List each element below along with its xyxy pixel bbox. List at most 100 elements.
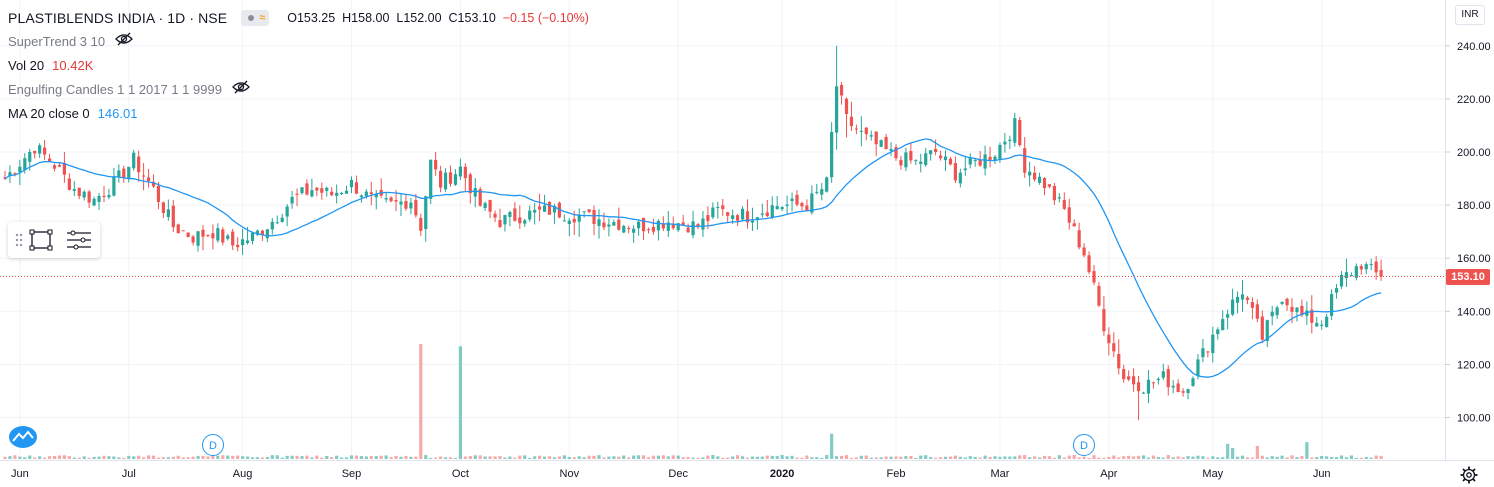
volume-bar [275,455,279,459]
volume-bar [201,456,205,459]
drag-handle-icon[interactable] [12,229,26,251]
last-price-tag: 153.10 [1446,269,1490,285]
time-tick-label: Jul [122,468,136,480]
volume-bar [300,456,304,459]
price-tick-label: 140.00 [1457,306,1491,318]
volume-bar [968,456,972,459]
candle-body [221,229,225,243]
candle-body [458,166,462,177]
candle-body [1052,185,1056,201]
volume-bar [805,455,809,459]
volume-bar [137,455,141,459]
volume-bar [1354,457,1358,459]
ma-row[interactable]: MA 20 close 0 146.01 [8,102,589,126]
volume-bar [1122,456,1126,459]
candle-body [582,211,586,213]
price-tick-label: 220.00 [1457,94,1491,106]
volume-bar [1052,457,1056,459]
candle-body [948,158,953,165]
volume-bar [493,456,497,459]
volume-bar [681,457,685,459]
candle-body [1107,334,1111,344]
volume-bar [161,457,165,459]
volume-bar [1191,456,1195,459]
candle-body [1295,307,1299,313]
volume-bar [176,455,180,459]
dividend-marker[interactable]: D [1073,434,1095,456]
open-value: O153.25 [287,11,336,25]
engulfing-row[interactable]: Engulfing Candles 1 1 2017 1 1 9999 [8,78,589,102]
candle-body [552,206,557,213]
volume-row[interactable]: Vol 20 10.42K [8,54,589,78]
candle-body [681,222,685,226]
volume-bar [874,457,878,459]
volume-bar [330,457,334,459]
settings-tool-button[interactable] [64,226,94,254]
candle-body [1374,261,1378,273]
volume-bar [285,455,289,459]
volume-bar [1359,457,1363,459]
candle-body [587,209,591,213]
volume-bar [424,455,428,459]
volume-bar [216,455,220,459]
candle-body [67,178,71,190]
currency-label[interactable]: INR [1455,5,1485,25]
candle-body [1122,369,1126,380]
time-tick-label: May [1202,468,1223,480]
candle-body [206,235,210,237]
eye-hidden-icon[interactable] [115,31,134,53]
volume-bar [938,457,943,459]
candle-body [617,219,621,230]
candle-body [8,172,12,177]
volume-bar [290,455,294,459]
volume-bar [82,456,86,459]
candle-body [1315,322,1319,327]
volume-bar [315,455,319,459]
volume-bar [864,455,868,459]
chart-legend: PLASTIBLENDS INDIA · 1D · NSE ≈ O153.25 … [8,6,589,126]
tradingview-logo-icon[interactable] [8,425,38,449]
volume-bar [498,456,502,459]
candle-body [414,200,418,216]
candle-body [889,148,893,151]
candle-body [241,239,245,246]
wave-icon: ≈ [259,12,266,24]
candle-body [493,213,497,218]
volume-bar [572,457,576,459]
volume-bar [414,456,418,459]
volume-bar [394,455,398,459]
candle-body [805,205,809,212]
candle-body [260,230,264,235]
candle-body [839,85,844,96]
volume-bar [1305,442,1309,459]
legend-controls[interactable]: ≈ [241,10,270,26]
supertrend-row[interactable]: SuperTrend 3 10 [8,30,589,54]
volume-bar [1315,457,1319,459]
volume-bar [835,456,839,459]
candle-body [904,152,908,168]
eye-hidden-icon[interactable] [232,79,250,101]
symbol-title[interactable]: PLASTIBLENDS INDIA · 1D · NSE [8,10,228,26]
volume-bar [523,455,527,459]
candle-body [760,213,764,215]
candle-body [1132,376,1136,385]
dividend-marker[interactable]: D [202,434,224,456]
volume-bar [1275,456,1279,459]
candle-body [518,217,522,224]
candle-body [191,236,195,243]
gear-icon[interactable] [1460,466,1478,484]
candle-body [1146,379,1151,394]
rectangle-tool-button[interactable] [26,226,56,254]
candle-body [973,160,977,162]
lines-settings-icon [67,230,91,250]
candle-body [1280,301,1284,304]
candle-body [156,185,161,202]
volume-bar [800,457,804,459]
volume-bar [879,457,883,459]
candle-body [1235,296,1240,303]
volume-bar [429,457,433,459]
volume-bar [1285,457,1289,459]
time-tick-label: Oct [452,468,469,480]
volume-bar [23,457,27,459]
